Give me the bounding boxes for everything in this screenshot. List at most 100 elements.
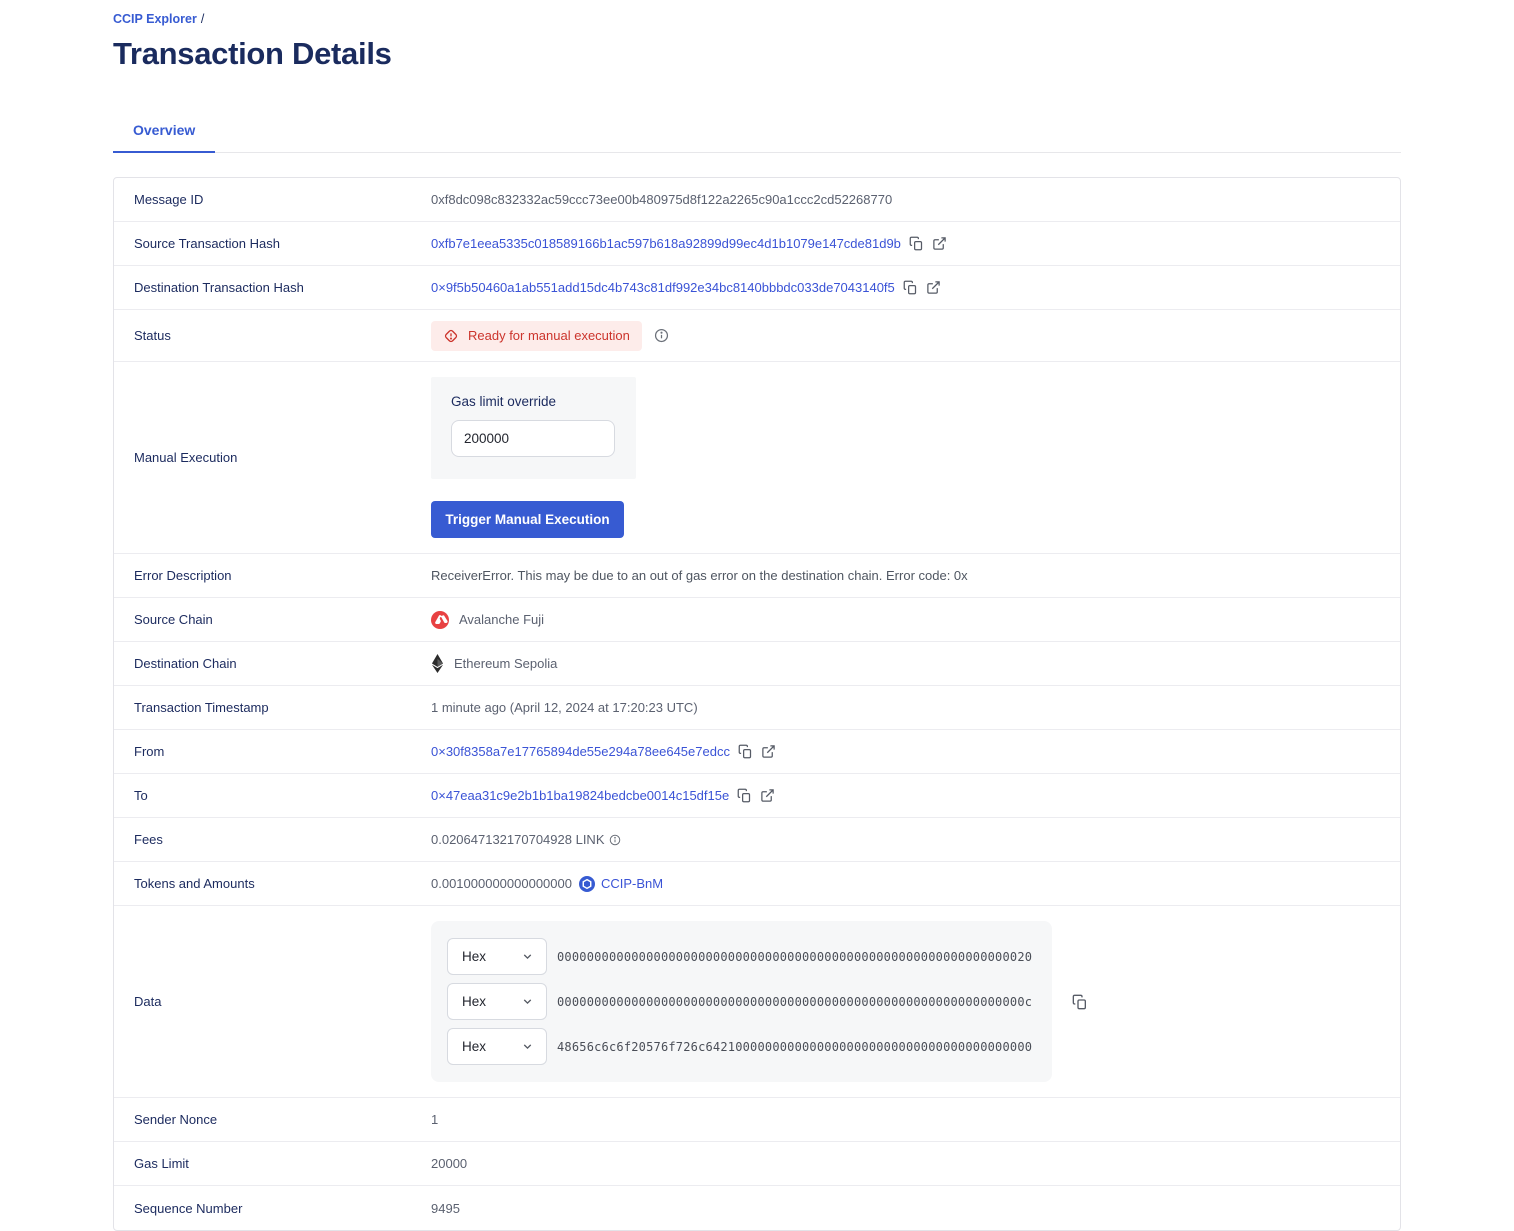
chevron-down-icon bbox=[523, 954, 532, 960]
fees-info-button[interactable] bbox=[609, 834, 621, 846]
chevron-down-icon bbox=[523, 1044, 532, 1050]
fees-value: 0.020647132170704928 LINK bbox=[431, 832, 605, 847]
table-row-sequence-number: Sequence Number 9495 bbox=[114, 1186, 1400, 1230]
gas-limit-override-input[interactable] bbox=[451, 420, 615, 457]
data-format-select[interactable]: Hex bbox=[447, 1028, 547, 1065]
copy-icon bbox=[903, 280, 916, 295]
message-id-value: 0xf8dc098c832332ac59ccc73ee00b480975d8f1… bbox=[431, 192, 893, 207]
transaction-details-table: Message ID 0xf8dc098c832332ac59ccc73ee00… bbox=[113, 177, 1401, 1231]
row-label: Manual Execution bbox=[134, 450, 238, 465]
table-row-to: To 0×47eaa31c9e2b1b1ba19824bedcbe0014c15… bbox=[114, 774, 1400, 818]
error-description-value: ReceiverError. This may be due to an out… bbox=[431, 568, 968, 583]
table-row-source-tx-hash: Source Transaction Hash 0xfb7e1eea5335c0… bbox=[114, 222, 1400, 266]
token-name: CCIP-BnM bbox=[600, 876, 664, 891]
page-title: Transaction Details bbox=[113, 36, 392, 71]
table-row-message-id: Message ID 0xf8dc098c832332ac59ccc73ee00… bbox=[114, 178, 1400, 222]
copy-button[interactable] bbox=[738, 744, 753, 759]
data-format-value: Hex bbox=[462, 1039, 487, 1054]
external-link-icon bbox=[761, 789, 774, 802]
data-format-select[interactable]: Hex bbox=[447, 983, 547, 1020]
chevron-down-icon bbox=[523, 999, 532, 1005]
status-badge: Ready for manual execution bbox=[431, 320, 642, 351]
row-label: Gas Limit bbox=[134, 1156, 189, 1171]
alert-diamond-icon bbox=[444, 329, 458, 342]
info-icon bbox=[609, 834, 620, 845]
row-label: Tokens and Amounts bbox=[134, 876, 255, 891]
table-row-tokens-and-amounts: Tokens and Amounts 0.001000000000000000 … bbox=[114, 862, 1400, 906]
token-link[interactable]: CCIP-BnM bbox=[578, 875, 664, 892]
source-tx-hash-link[interactable]: 0xfb7e1eea5335c018589166b1ac597b618a9289… bbox=[431, 236, 901, 251]
row-label: Error Description bbox=[134, 568, 232, 583]
copy-icon bbox=[737, 788, 751, 803]
data-line: Hex 000000000000000000000000000000000000… bbox=[447, 938, 1036, 975]
external-link-button[interactable] bbox=[760, 788, 775, 803]
table-row-sender-nonce: Sender Nonce 1 bbox=[114, 1098, 1400, 1142]
data-line: Hex 48656c6c6f20576f726c6421000000000000… bbox=[447, 1028, 1036, 1065]
sender-nonce-value: 1 bbox=[431, 1112, 439, 1127]
data-hex-line: 0000000000000000000000000000000000000000… bbox=[557, 994, 1033, 1009]
row-label: Sender Nonce bbox=[134, 1112, 218, 1127]
row-label: Status bbox=[134, 328, 171, 343]
token-amount-value: 0.001000000000000000 bbox=[431, 876, 572, 891]
status-info-button[interactable] bbox=[654, 328, 669, 343]
table-row-gas-limit: Gas Limit 20000 bbox=[114, 1142, 1400, 1186]
avalanche-logo-icon bbox=[431, 610, 449, 629]
copy-button[interactable] bbox=[909, 236, 924, 251]
tab-bar: Overview bbox=[113, 112, 1401, 153]
table-row-fees: Fees 0.020647132170704928 LINK bbox=[114, 818, 1400, 862]
table-row-status: Status Ready for manual execution bbox=[114, 310, 1400, 362]
external-link-icon bbox=[762, 745, 775, 758]
external-link-button[interactable] bbox=[926, 280, 941, 295]
external-link-icon bbox=[927, 281, 940, 294]
table-row-destination-chain: Destination Chain Ethereum Sepolia bbox=[114, 642, 1400, 686]
copy-button[interactable] bbox=[737, 788, 752, 803]
row-label: To bbox=[134, 788, 148, 803]
external-link-icon bbox=[933, 237, 946, 250]
breadcrumb-separator: / bbox=[200, 12, 205, 26]
row-label: Fees bbox=[134, 832, 163, 847]
row-label: Destination Transaction Hash bbox=[134, 280, 304, 295]
transaction-timestamp-value: 1 minute ago (April 12, 2024 at 17:20:23… bbox=[431, 700, 698, 715]
source-chain-name: Avalanche Fuji bbox=[459, 612, 545, 627]
data-hex-line: 48656c6c6f20576f726c64210000000000000000… bbox=[557, 1039, 1033, 1054]
copy-button[interactable] bbox=[903, 280, 918, 295]
from-address-link[interactable]: 0×30f8358a7e17765894de55e294a78ee645e7ed… bbox=[431, 744, 730, 759]
row-label: Data bbox=[134, 994, 162, 1009]
ethereum-logo-icon bbox=[431, 654, 444, 673]
to-address-link[interactable]: 0×47eaa31c9e2b1b1ba19824bedcbe0014c15df1… bbox=[431, 788, 730, 803]
destination-chain-name: Ethereum Sepolia bbox=[454, 656, 558, 671]
row-label: From bbox=[134, 744, 165, 759]
status-badge-label: Ready for manual execution bbox=[468, 328, 630, 343]
data-hex-line: 0000000000000000000000000000000000000000… bbox=[557, 949, 1033, 964]
external-link-button[interactable] bbox=[761, 744, 776, 759]
table-row-source-chain: Source Chain Avalanche Fuji bbox=[114, 598, 1400, 642]
sequence-number-value: 9495 bbox=[431, 1200, 460, 1216]
trigger-manual-execution-button[interactable]: Trigger Manual Execution bbox=[431, 501, 624, 538]
table-row-transaction-timestamp: Transaction Timestamp 1 minute ago (Apri… bbox=[114, 686, 1400, 730]
external-link-button[interactable] bbox=[932, 236, 947, 251]
copy-icon bbox=[909, 236, 923, 251]
row-label: Source Chain bbox=[134, 612, 213, 627]
gas-limit-override-card: Gas limit override bbox=[431, 377, 636, 479]
row-label: Message ID bbox=[134, 192, 204, 207]
table-row-destination-tx-hash: Destination Transaction Hash 0×9f5b50460… bbox=[114, 266, 1400, 310]
table-row-manual-execution: Manual Execution Gas limit override Trig… bbox=[114, 362, 1400, 554]
copy-data-button[interactable] bbox=[1072, 994, 1088, 1010]
table-row-data: Data Hex 0000000000000000000000000000000… bbox=[114, 906, 1400, 1098]
row-label: Transaction Timestamp bbox=[134, 700, 269, 715]
data-hex-block: Hex 000000000000000000000000000000000000… bbox=[431, 921, 1052, 1082]
data-line: Hex 000000000000000000000000000000000000… bbox=[447, 983, 1036, 1020]
data-format-value: Hex bbox=[462, 994, 487, 1009]
destination-tx-hash-link[interactable]: 0×9f5b50460a1ab551add15dc4b743c81df992e3… bbox=[431, 280, 895, 295]
row-label: Sequence Number bbox=[134, 1200, 243, 1216]
breadcrumb-link-ccip-explorer[interactable]: CCIP Explorer bbox=[113, 12, 197, 26]
data-format-value: Hex bbox=[462, 949, 487, 964]
gas-limit-override-label: Gas limit override bbox=[451, 394, 557, 409]
info-icon bbox=[654, 328, 668, 343]
manual-execution-panel: Gas limit override Trigger Manual Execut… bbox=[431, 377, 636, 538]
data-format-select[interactable]: Hex bbox=[447, 938, 547, 975]
gas-limit-value: 20000 bbox=[431, 1156, 468, 1171]
tab-overview[interactable]: Overview bbox=[113, 112, 216, 153]
table-row-from: From 0×30f8358a7e17765894de55e294a78ee64… bbox=[114, 730, 1400, 774]
